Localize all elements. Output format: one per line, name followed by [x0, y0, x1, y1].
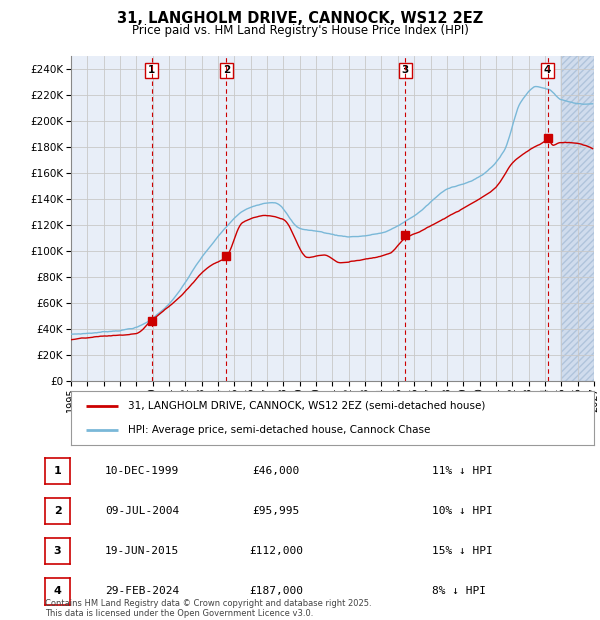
- Text: 3: 3: [54, 546, 61, 556]
- Bar: [561, 56, 594, 381]
- Text: £112,000: £112,000: [249, 546, 303, 556]
- Text: 4: 4: [53, 587, 62, 596]
- Text: £95,995: £95,995: [253, 506, 299, 516]
- Bar: [561, 56, 594, 381]
- Text: 31, LANGHOLM DRIVE, CANNOCK, WS12 2EZ: 31, LANGHOLM DRIVE, CANNOCK, WS12 2EZ: [117, 11, 483, 26]
- Text: Contains HM Land Registry data © Crown copyright and database right 2025.
This d: Contains HM Land Registry data © Crown c…: [45, 599, 371, 618]
- Text: 31, LANGHOLM DRIVE, CANNOCK, WS12 2EZ (semi-detached house): 31, LANGHOLM DRIVE, CANNOCK, WS12 2EZ (s…: [128, 401, 486, 411]
- Text: 3: 3: [401, 66, 409, 76]
- Text: Price paid vs. HM Land Registry's House Price Index (HPI): Price paid vs. HM Land Registry's House …: [131, 24, 469, 37]
- Text: 1: 1: [54, 466, 61, 476]
- Text: 2: 2: [54, 506, 61, 516]
- Text: 4: 4: [544, 66, 551, 76]
- Text: HPI: Average price, semi-detached house, Cannock Chase: HPI: Average price, semi-detached house,…: [128, 425, 431, 435]
- Text: 29-FEB-2024: 29-FEB-2024: [105, 587, 179, 596]
- Text: 1: 1: [148, 66, 155, 76]
- Text: £187,000: £187,000: [249, 587, 303, 596]
- Text: 15% ↓ HPI: 15% ↓ HPI: [432, 546, 493, 556]
- Text: 2: 2: [223, 66, 230, 76]
- Bar: [561, 56, 594, 381]
- Text: £46,000: £46,000: [253, 466, 299, 476]
- Text: 19-JUN-2015: 19-JUN-2015: [105, 546, 179, 556]
- Text: 09-JUL-2004: 09-JUL-2004: [105, 506, 179, 516]
- Text: 10-DEC-1999: 10-DEC-1999: [105, 466, 179, 476]
- Text: 11% ↓ HPI: 11% ↓ HPI: [432, 466, 493, 476]
- Text: 10% ↓ HPI: 10% ↓ HPI: [432, 506, 493, 516]
- Text: 8% ↓ HPI: 8% ↓ HPI: [432, 587, 486, 596]
